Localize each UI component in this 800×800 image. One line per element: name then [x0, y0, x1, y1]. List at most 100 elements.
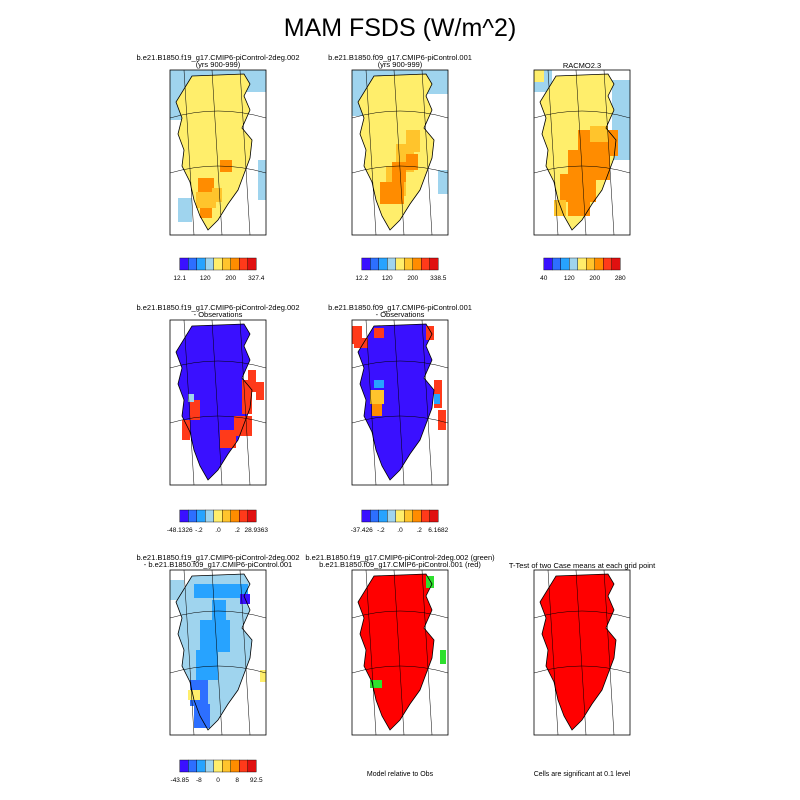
map-content — [170, 570, 266, 735]
colorbar-tick-label: .2 — [234, 527, 240, 534]
panel-footer: Cells are significant at 0.1 level — [534, 771, 631, 778]
meridian-line — [393, 570, 405, 735]
colorbar-swatch — [569, 257, 578, 271]
coastline — [357, 323, 435, 481]
parallel-line — [352, 415, 448, 424]
colorbar-swatch — [222, 257, 231, 271]
map-frame — [351, 319, 449, 486]
colorbar-tick-label: 12.2 — [355, 275, 368, 282]
panel-footer: Model relative to Obs — [367, 771, 434, 778]
colorbar-swatch — [395, 257, 405, 271]
colorbar-swatch — [543, 257, 553, 271]
parallel-line — [170, 360, 266, 369]
grid-cell — [554, 200, 566, 216]
colorbar-swatch — [179, 759, 189, 773]
meridian-line — [603, 570, 615, 735]
colorbar-tick-label: 338.5 — [430, 275, 447, 282]
map-panel-case2-minus-obs: b.e21.B1850.f09_g17.CMIP6-piControl.001-… — [328, 303, 472, 534]
map-content — [170, 320, 266, 485]
meridian-line — [183, 320, 195, 485]
land-fill — [540, 574, 616, 730]
parallel-line — [170, 610, 266, 619]
colorbar-swatch — [205, 509, 214, 523]
grid-cell — [196, 650, 218, 680]
colorbar-swatch — [552, 257, 561, 271]
colorbar-swatch — [404, 257, 413, 271]
colorbar-swatch — [196, 509, 206, 523]
colorbar-tick-label: 200 — [589, 275, 600, 282]
colorbar-swatch — [361, 257, 371, 271]
colorbar-swatch — [560, 257, 570, 271]
parallel-line — [352, 610, 448, 619]
colorbar-swatch — [188, 759, 197, 773]
meridian-line — [365, 570, 377, 735]
grid-cell — [438, 410, 446, 430]
parallel-line — [352, 360, 448, 369]
grid-cell — [260, 670, 266, 682]
colorbar-swatch — [222, 759, 231, 773]
map-panel-case1-minus-obs: b.e21.B1850.f19_g17.CMIP6-piControl-2deg… — [136, 303, 299, 534]
colorbar-swatch — [429, 257, 439, 271]
meridian-line — [211, 320, 223, 485]
parallel-line — [352, 110, 448, 119]
colorbar-swatch — [179, 257, 189, 271]
colorbar-tick-label: -8 — [196, 777, 202, 784]
colorbar-swatch — [577, 257, 587, 271]
colorbar-tick-label: 6.1682 — [428, 527, 448, 534]
colorbar-tick-label: -48.1326 — [167, 527, 193, 534]
colorbar-swatch — [387, 509, 396, 523]
meridian-line — [421, 70, 433, 235]
meridian-line — [239, 70, 251, 235]
grid-cell — [248, 370, 256, 392]
meridian-line — [183, 70, 195, 235]
colorbar-swatch — [429, 509, 439, 523]
coastline — [539, 73, 617, 231]
meridian-line — [393, 320, 405, 485]
ocean-cell — [438, 170, 448, 194]
colorbar-swatch — [205, 759, 214, 773]
colorbar-swatch — [421, 509, 430, 523]
colorbar-swatch — [239, 759, 248, 773]
grid-cell — [590, 126, 608, 142]
parallel-line — [534, 110, 630, 119]
grid-cell — [196, 192, 216, 208]
colorbar-tick-label: 280 — [615, 275, 626, 282]
parallel-line — [352, 665, 448, 674]
colorbar-swatch — [370, 257, 379, 271]
map-frame — [351, 69, 449, 236]
grid-cell — [190, 400, 200, 420]
meridian-line — [211, 570, 223, 735]
colorbar-swatch — [222, 509, 231, 523]
colorbar-tick-label: .2 — [416, 527, 422, 534]
grid-cell — [354, 338, 368, 348]
colorbar-swatch — [594, 257, 604, 271]
colorbar-swatch — [179, 509, 189, 523]
colorbar-tick-label: 0 — [216, 777, 220, 784]
colorbar-swatch — [247, 257, 257, 271]
meridian-line — [239, 570, 251, 735]
land-fill — [358, 574, 434, 730]
colorbar-tick-label: .0 — [215, 527, 221, 534]
coastline — [175, 323, 253, 481]
colorbar-swatch — [603, 257, 612, 271]
meridian-line — [183, 570, 195, 735]
meridian-line — [393, 70, 405, 235]
grid-cell — [370, 680, 382, 688]
colorbar-swatch — [412, 509, 422, 523]
colorbar-swatch — [387, 257, 396, 271]
parallel-line — [352, 165, 448, 174]
grid-cell — [370, 390, 384, 404]
map-frame — [533, 569, 631, 736]
colorbar-tick-label: 28.9363 — [245, 527, 269, 534]
colorbar-swatch — [230, 509, 240, 523]
colorbar-swatch — [378, 257, 388, 271]
grid-cell — [374, 380, 384, 388]
parallel-line — [170, 165, 266, 174]
colorbar-swatch — [404, 509, 413, 523]
colorbar-swatch — [213, 509, 223, 523]
colorbar-swatch — [239, 257, 248, 271]
grid-cell — [220, 430, 236, 448]
meridian-line — [575, 70, 587, 235]
colorbar-tick-label: 327.4 — [248, 275, 265, 282]
grid-cell — [182, 420, 190, 440]
